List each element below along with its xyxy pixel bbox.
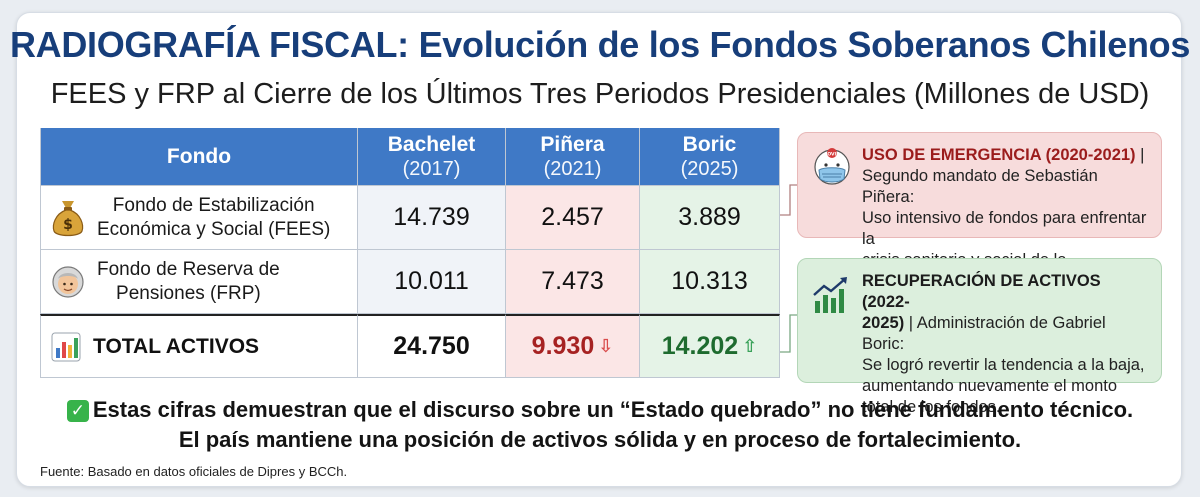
header-pinera: Piñera (2021) bbox=[506, 128, 640, 186]
conclusion-line1-wrap: ✓ Estas cifras demuestran que el discurso… bbox=[0, 397, 1200, 423]
value-boric-fees: 3.889 bbox=[640, 186, 780, 250]
table-row-frp: Fondo de Reserva de Pensiones (FRP) 10.0… bbox=[40, 250, 780, 314]
recovery-heading-line1: RECUPERACIÓN DE ACTIVOS (2022- bbox=[862, 272, 1101, 311]
covid-mask-icon: COVID bbox=[814, 148, 850, 185]
recovery-body-line3: aumentando nuevamente el monto bbox=[862, 377, 1118, 395]
total-bachelet: 24.750 bbox=[358, 314, 506, 378]
recovery-body-inline: Administración de Gabriel Boric: bbox=[862, 314, 1106, 353]
header-bachelet: Bachelet (2017) bbox=[358, 128, 506, 186]
emergency-note: COVID USO DE EMERGENCIA (2020-2021) | Se… bbox=[797, 132, 1162, 290]
conclusion-line1: Estas cifras demuestran que el discurso … bbox=[92, 397, 1134, 422]
header-boric-name: Boric bbox=[682, 132, 737, 156]
value-pinera-frp: 7.473 bbox=[506, 250, 640, 314]
value-bachelet-frp: 10.011 bbox=[358, 250, 506, 314]
header-boric-year: (2025) bbox=[680, 157, 739, 180]
header-boric: Boric (2025) bbox=[640, 128, 780, 186]
page-subtitle: FEES y FRP al Cierre de los Últimos Tres… bbox=[50, 78, 1150, 110]
value-boric-frp: 10.313 bbox=[640, 250, 780, 314]
connector-lines bbox=[780, 184, 798, 353]
check-icon: ✓ bbox=[66, 400, 89, 422]
fund-name-line2: Económica y Social (FEES) bbox=[97, 218, 331, 240]
recovery-heading-line2: 2025) bbox=[862, 314, 905, 332]
covid-badge-label: COVID bbox=[824, 152, 840, 158]
total-pinera: 9.930 bbox=[531, 332, 595, 360]
arrow-down-icon: ⇩ bbox=[598, 336, 614, 356]
arrow-up-icon: ⇧ bbox=[742, 336, 758, 356]
header-fondo: Fondo bbox=[40, 128, 358, 186]
value-bachelet-fees: 14.739 bbox=[358, 186, 506, 250]
fund-cell-frp: Fondo de Reserva de Pensiones (FRP) bbox=[40, 250, 358, 314]
rising-chart-icon bbox=[813, 277, 847, 313]
emergency-body-line1: Segundo mandato de Sebastián Piñera: bbox=[862, 167, 1098, 206]
elderly-person-icon bbox=[52, 265, 84, 298]
fund-cell-fees: $ Fondo de Estabilización Económica y So… bbox=[40, 186, 358, 250]
recovery-note: RECUPERACIÓN DE ACTIVOS (2022- 2025) | A… bbox=[797, 258, 1162, 416]
total-label-cell: TOTAL ACTIVOS bbox=[40, 314, 358, 378]
emergency-body-line2: Uso intensivo de fondos para enfrentar l… bbox=[862, 209, 1147, 248]
header-pinera-name: Piñera bbox=[540, 132, 605, 156]
header-pinera-year: (2021) bbox=[543, 157, 602, 180]
fund-name-line1: Fondo de Reserva de bbox=[97, 258, 280, 280]
table-header-row: Fondo Bachelet (2017) Piñera (2021) Bori… bbox=[40, 128, 780, 186]
value-pinera-fees: 2.457 bbox=[506, 186, 640, 250]
total-label: TOTAL ACTIVOS bbox=[93, 334, 260, 358]
recovery-body-line4: total de los fondos. bbox=[862, 398, 1001, 416]
money-bag-icon: $ bbox=[52, 200, 84, 236]
total-boric: 14.202 bbox=[661, 332, 739, 360]
conclusion-line2: El país mantiene una posición de activos… bbox=[178, 427, 1022, 452]
svg-text:$: $ bbox=[63, 217, 73, 233]
fund-name-line2: Pensiones (FRP) bbox=[116, 282, 261, 304]
table-row-total: TOTAL ACTIVOS 24.750 9.930 ⇩ 14.202 ⇧ bbox=[40, 314, 780, 378]
table-row-fees: $ Fondo de Estabilización Económica y So… bbox=[40, 186, 780, 250]
recovery-body-line2: Se logró revertir la tendencia a la baja… bbox=[862, 356, 1145, 374]
header-bachelet-name: Bachelet bbox=[387, 132, 476, 156]
total-pinera-cell: 9.930 ⇩ bbox=[506, 314, 640, 378]
page-title: RADIOGRAFÍA FISCAL: Evolución de los Fon… bbox=[9, 24, 1191, 65]
fund-name-line1: Fondo de Estabilización bbox=[112, 194, 315, 216]
total-boric-cell: 14.202 ⇧ bbox=[640, 314, 780, 378]
header-bachelet-year: (2017) bbox=[402, 157, 461, 180]
bar-chart-icon bbox=[51, 332, 81, 361]
funds-table: Fondo Bachelet (2017) Piñera (2021) Bori… bbox=[40, 128, 780, 378]
source-note: Fuente: Basado en datos oficiales de Dip… bbox=[40, 464, 348, 479]
emergency-heading: USO DE EMERGENCIA (2020-2021) bbox=[862, 146, 1136, 164]
